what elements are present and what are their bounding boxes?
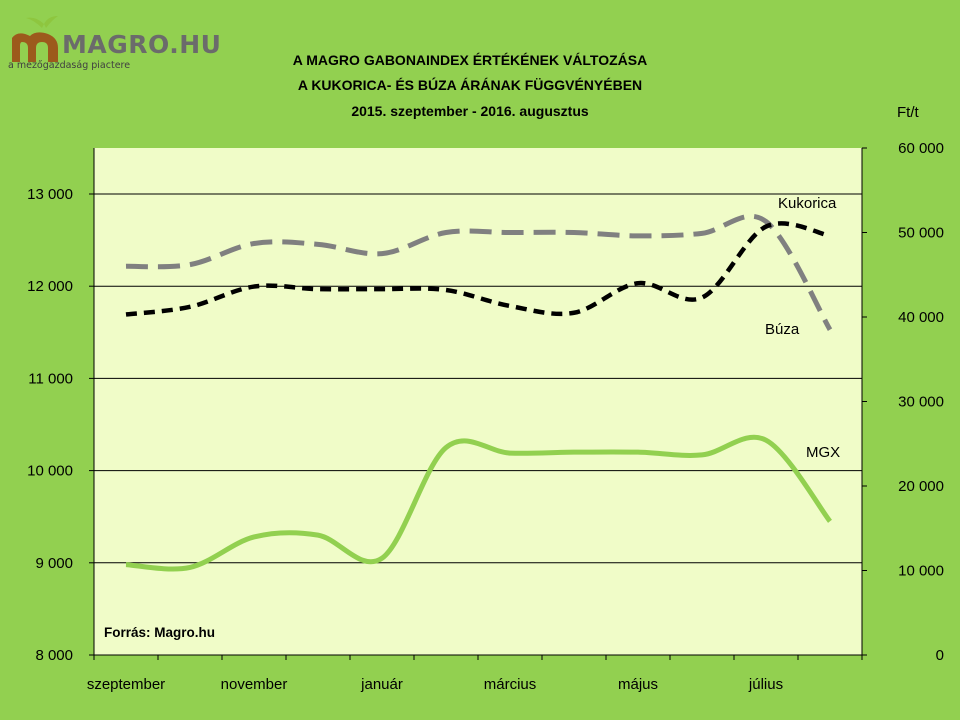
chart-title-line-2: A KUKORICA- ÉS BÚZA ÁRÁNAK FÜGGVÉNYÉBEN <box>297 77 643 93</box>
x-tick-label: május <box>618 676 658 693</box>
right-tick-label: 20 000 <box>898 478 944 495</box>
source-note: Forrás: Magro.hu <box>104 625 216 640</box>
leaf-icon <box>26 16 58 28</box>
magro-logo-mark <box>12 16 58 62</box>
left-axis-ticks: 8 000 9 000 10 000 11 000 12 000 13 000 <box>27 186 94 664</box>
left-tick-label: 8 000 <box>35 647 73 664</box>
right-tick-label: 0 <box>936 647 944 664</box>
right-tick-label: 40 000 <box>898 309 944 326</box>
left-tick-label: 11 000 <box>28 370 73 387</box>
series-lines <box>125 213 833 572</box>
x-axis-ticks: szeptember november január március május júli… <box>87 655 863 693</box>
left-tick-label: 12 000 <box>27 278 73 295</box>
right-tick-label: 30 000 <box>898 394 944 411</box>
right-tick-label: 60 000 <box>898 140 944 157</box>
left-tick-label: 9 000 <box>35 555 73 572</box>
chart-title-line-1: A MAGRO GABONAINDEX ÉRTÉKÉNEK VÁLTOZÁSA <box>292 52 648 68</box>
right-axis-ticks: 0 10 000 20 000 30 000 40 000 50 000 60 000 <box>862 140 944 664</box>
gridlines <box>94 193 862 564</box>
left-tick-label: 13 000 <box>27 186 73 203</box>
right-tick-label: 50 000 <box>898 225 944 242</box>
right-axis-unit: Ft/t <box>897 104 919 121</box>
series-line-buza <box>125 213 833 331</box>
series-label: Kukorica <box>778 195 837 212</box>
plot-area <box>94 148 862 655</box>
series-line-mgx <box>125 434 832 572</box>
series-label: Búza <box>765 321 800 338</box>
x-tick-label: szeptember <box>87 676 165 693</box>
right-tick-label: 10 000 <box>898 563 944 580</box>
chart-title-line-3: 2015. szeptember - 2016. augusztus <box>351 103 589 119</box>
logo-m-letter <box>12 32 58 62</box>
logo-tagline: a mezőgazdaság piactere <box>8 60 131 71</box>
series-label: MGX <box>806 444 840 461</box>
x-tick-label: július <box>748 676 783 693</box>
x-tick-label: január <box>360 676 403 693</box>
series-line-kukorica <box>125 221 831 317</box>
series-labels: Kukorica Búza MGX <box>765 195 840 461</box>
logo-text: MAGRO.HU <box>62 30 222 59</box>
left-tick-label: 10 000 <box>27 463 73 480</box>
x-tick-label: november <box>221 676 288 693</box>
x-tick-label: március <box>484 676 537 693</box>
magro-logo <box>8 14 208 74</box>
